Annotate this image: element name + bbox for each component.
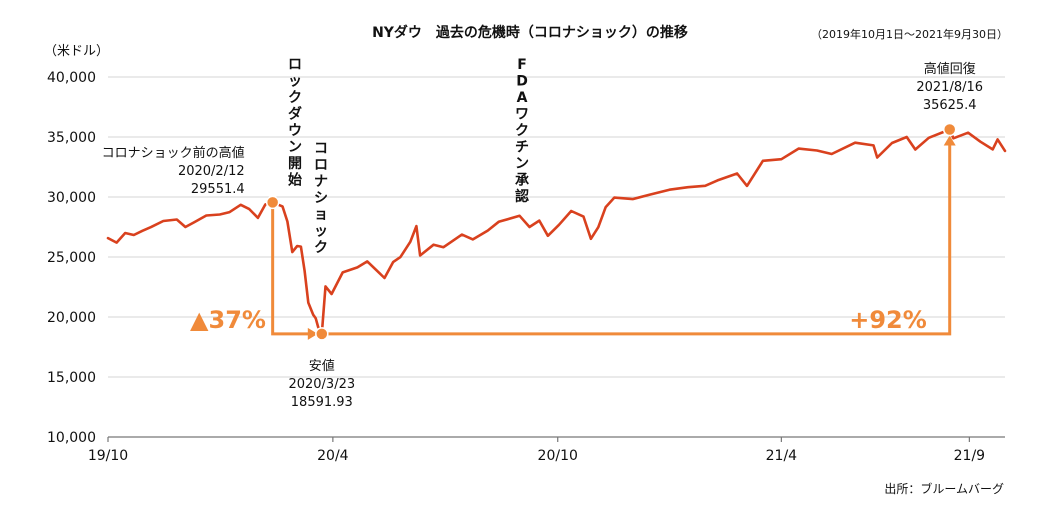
event-label: F D A ワクチン承認 xyxy=(515,57,529,205)
low-date: 2020/3/23 xyxy=(288,377,355,392)
recovery-high-marker xyxy=(942,122,957,137)
x-tick-label: 21/9 xyxy=(954,448,985,464)
x-tick-label: 20/4 xyxy=(317,448,349,464)
y-tick-label: 35,000 xyxy=(47,130,96,146)
recovery-high-label: 高値回復 xyxy=(924,61,976,77)
recovery-high-value: 35625.4 xyxy=(923,98,977,113)
y-tick-label: 10,000 xyxy=(47,430,96,446)
low-label: 安値 xyxy=(309,358,335,374)
chart-subtitle: （2019年10月1日～2021年9月30日） xyxy=(811,28,1008,41)
y-tick-label: 15,000 xyxy=(47,370,96,386)
source-note: 出所：ブルームバーグ xyxy=(884,482,1004,496)
y-tick-label: 30,000 xyxy=(47,190,96,206)
drop-arrowhead xyxy=(307,327,318,340)
rise-arrowhead xyxy=(943,135,956,146)
x-tick-label: 21/4 xyxy=(766,448,798,464)
low-marker xyxy=(315,327,329,341)
pre-high-date: 2020/2/12 xyxy=(178,164,245,179)
x-tick-label: 19/10 xyxy=(88,448,128,464)
y-axis-unit: （米ドル） xyxy=(44,44,110,59)
low-value: 18591.93 xyxy=(291,395,353,410)
recovery-high-date: 2021/8/16 xyxy=(916,80,983,95)
pre-high-value: 29551.4 xyxy=(191,182,245,197)
y-tick-label: 40,000 xyxy=(47,70,96,86)
rise-percent: +92% xyxy=(849,306,927,334)
rise-connector xyxy=(327,143,952,336)
drop-connector xyxy=(271,208,310,336)
x-tick-label: 20/10 xyxy=(538,448,578,464)
pre-high-marker xyxy=(265,195,280,210)
y-tick-label: 20,000 xyxy=(47,310,96,326)
event-label: ロックダウン開始 xyxy=(288,57,302,189)
y-tick-label: 25,000 xyxy=(47,250,96,266)
series-line xyxy=(106,128,1007,336)
chart-title: NYダウ 過去の危機時（コロナショック）の推移 xyxy=(372,25,688,41)
pre-high-label: コロナショック前の高値 xyxy=(102,145,245,161)
drop-percent: ▲37% xyxy=(190,306,266,334)
event-label: コロナショック xyxy=(314,141,328,256)
